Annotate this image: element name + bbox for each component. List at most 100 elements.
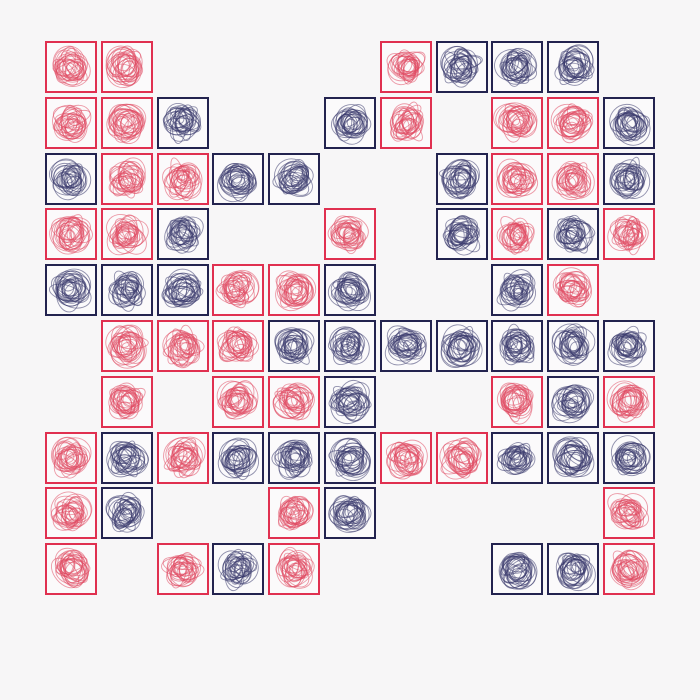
- scribble-drawing: [327, 326, 370, 365]
- scribble-drawing: [554, 44, 595, 86]
- scribble-drawing: [278, 496, 314, 531]
- scribble-drawing: [497, 216, 536, 256]
- scribble-drawing: [160, 552, 205, 589]
- scribble-cell: [435, 41, 488, 93]
- scribble-cell: [491, 208, 544, 261]
- scribble-cell: [491, 431, 544, 484]
- scribble-drawing: [493, 102, 538, 143]
- scribble-cell: [212, 264, 265, 317]
- scribble-drawing: [328, 495, 372, 534]
- scribble-cell: [212, 152, 265, 205]
- scribble-drawing: [551, 323, 596, 366]
- scribble-drawing: [327, 271, 371, 312]
- scribble-drawing: [499, 323, 536, 366]
- scribble-drawing: [328, 379, 372, 424]
- scribble-cell: [547, 208, 600, 261]
- scribble-cell: [45, 96, 97, 149]
- scribble-drawing: [215, 270, 260, 309]
- scribble-drawing: [108, 157, 146, 199]
- scribble-cell: [45, 431, 97, 484]
- scribble-drawing: [160, 268, 203, 309]
- scribble-cell: [212, 431, 265, 484]
- scribble-drawing: [105, 45, 143, 89]
- scribble-drawing: [550, 103, 594, 143]
- scribble-cell: [324, 487, 376, 540]
- scribble-drawing: [162, 102, 201, 144]
- scribble-drawing: [271, 439, 313, 480]
- scribble-drawing: [497, 441, 536, 475]
- scribble-drawing: [438, 436, 482, 480]
- scribble-drawing: [50, 547, 91, 589]
- scribble-cell: [268, 487, 321, 540]
- scribble-cell: [603, 152, 655, 205]
- scribble-drawing: [49, 214, 93, 255]
- scribble-cell: [100, 375, 153, 428]
- scribble-cell: [491, 375, 544, 428]
- scribble-cell: [491, 264, 544, 317]
- scribble-drawing: [497, 382, 534, 425]
- scribble-cell: [547, 543, 600, 596]
- scribble-cell: [547, 152, 600, 205]
- scribble-cell: [156, 431, 209, 484]
- scribble-cell: [547, 96, 600, 149]
- scribble-drawing: [50, 491, 93, 532]
- scribble-drawing: [607, 215, 649, 256]
- scribble-drawing: [218, 549, 260, 592]
- scribble-cell: [603, 208, 655, 261]
- scribble-drawing: [275, 547, 315, 589]
- scribble-cell: [212, 375, 265, 428]
- scribble-cell: [324, 208, 376, 261]
- scribble-drawing: [161, 157, 203, 201]
- scribble-drawing: [609, 156, 651, 199]
- scribble-cell: [268, 543, 321, 596]
- scribble-drawing: [52, 45, 91, 87]
- scribble-drawing: [439, 45, 483, 88]
- scribble-cell: [379, 96, 432, 149]
- scribble-drawing: [272, 382, 316, 421]
- scribble-cell: [547, 264, 600, 317]
- scribble-drawing: [496, 158, 539, 198]
- scribble-drawing: [331, 103, 372, 145]
- scribble-drawing: [610, 549, 649, 591]
- scribble-drawing: [161, 324, 205, 369]
- scribble-cell: [156, 264, 209, 317]
- scribble-drawing: [105, 324, 149, 369]
- scribble-cell: [100, 264, 153, 317]
- scribble-cell: [212, 543, 265, 596]
- scribble-cell: [603, 320, 655, 372]
- scribble-drawing: [274, 327, 315, 365]
- scribble-drawing: [556, 552, 597, 592]
- scribble-drawing: [108, 382, 146, 420]
- scribble-cell: [324, 431, 376, 484]
- scribble-cell: [603, 431, 655, 484]
- scribble-drawing: [217, 326, 260, 363]
- scribble-cell: [603, 487, 655, 540]
- scribble-drawing: [163, 215, 204, 255]
- scribble-cell: [435, 208, 488, 261]
- scribble-drawing: [48, 268, 92, 313]
- scribble-cell: [547, 431, 600, 484]
- scribble-drawing: [551, 160, 595, 200]
- scribble-cell: [45, 41, 97, 93]
- scribble-cell: [100, 152, 153, 205]
- scribble-drawing: [609, 103, 651, 146]
- scribble-cell: [435, 431, 488, 484]
- scribble-drawing: [106, 440, 149, 477]
- scribble-drawing: [553, 267, 593, 308]
- scribble-cell: [156, 96, 209, 149]
- scribble-cell: [45, 543, 97, 596]
- scribble-cell: [324, 375, 376, 428]
- scribble-cell: [268, 375, 321, 428]
- scribble-cell: [603, 543, 655, 596]
- scribble-cell: [156, 208, 209, 261]
- scribble-drawing: [327, 215, 369, 255]
- scribble-cell: [435, 320, 488, 372]
- scribble-cell: [379, 320, 432, 372]
- scribble-cell: [268, 320, 321, 372]
- scribble-cell: [547, 320, 600, 372]
- scribble-drawing: [438, 158, 480, 200]
- scribble-drawing: [272, 158, 314, 197]
- scribble-cell: [156, 320, 209, 372]
- scribble-drawing: [440, 324, 483, 368]
- scribble-cell: [324, 320, 376, 372]
